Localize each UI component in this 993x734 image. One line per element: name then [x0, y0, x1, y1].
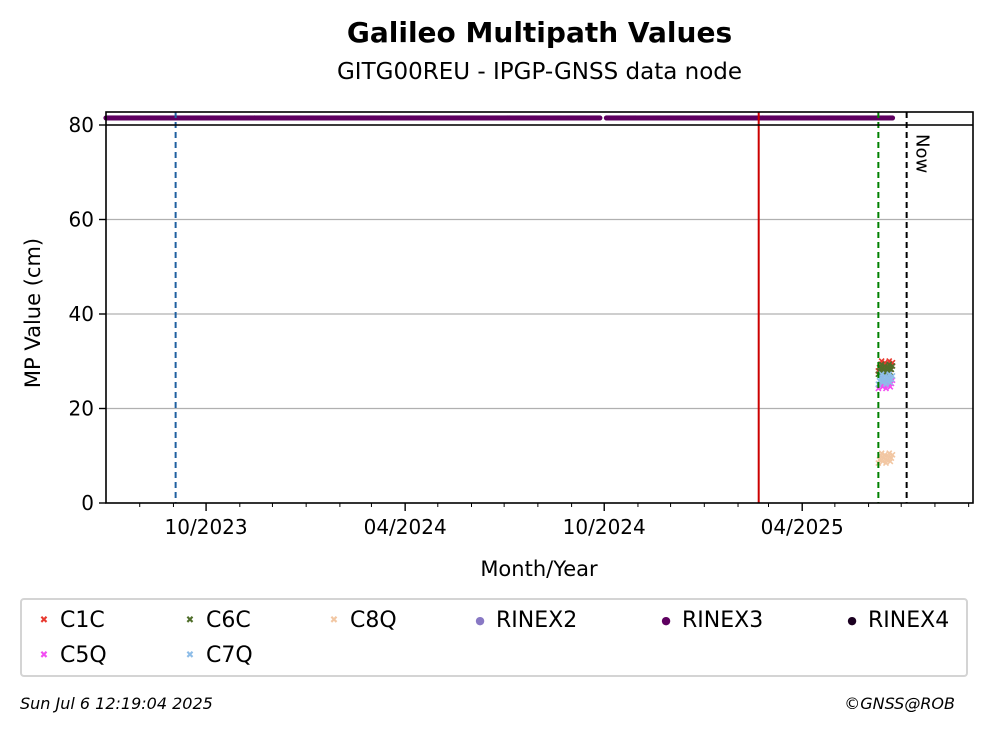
- legend-marker-icon: ✖: [329, 614, 339, 626]
- legend-item-c1c: ✖ C1C: [34, 607, 105, 633]
- legend-label: RINEX4: [868, 607, 950, 633]
- y-tick-label: 40: [69, 302, 94, 326]
- point-rinex3: [889, 115, 896, 121]
- point-c6c: [878, 361, 885, 368]
- chart-title: Galileo Multipath Values: [346, 16, 733, 49]
- legend-marker-icon: ✖: [39, 649, 49, 661]
- point-c8q: [886, 450, 893, 457]
- legend-label: RINEX3: [682, 607, 764, 633]
- legend: ✖ C1C ✖ C6C ✖ C8Q ● RINEX2 ● RINEX3 ● RINEX4 ✖ C5Q ✖ C7…: [20, 598, 968, 677]
- chart-subtitle: GITG00REU - IPGP-GNSS data node: [336, 59, 743, 85]
- grid-lines: [106, 124, 973, 410]
- y-axis-label: MP Value (cm): [21, 238, 45, 388]
- legend-item-c6c: ✖ C6C: [180, 607, 251, 633]
- legend-item-c7q: ✖ C7Q: [180, 642, 253, 668]
- legend-label: C8Q: [350, 607, 397, 633]
- legend-label: C1C: [60, 607, 105, 633]
- point-c7q: [878, 371, 885, 378]
- y-tick-label: 0: [81, 491, 94, 515]
- axes: 0 20 40 60 80 10/2023 04/2024 10/2024 04/2025: [69, 113, 973, 539]
- y-tick-label: 60: [69, 208, 94, 232]
- vertical-markers: Now: [174, 112, 933, 503]
- legend-label: RINEX2: [496, 607, 578, 633]
- point-c8q: [889, 451, 896, 458]
- legend-item-rinex2: ● RINEX2: [470, 607, 578, 633]
- legend-marker-icon: ✖: [185, 649, 195, 661]
- x-tick-label: 04/2025: [761, 515, 844, 539]
- legend-label: C7Q: [206, 642, 253, 668]
- legend-label: C6C: [206, 607, 251, 633]
- x-tick-label: 10/2024: [563, 515, 646, 539]
- now-label: Now: [912, 134, 933, 173]
- footer-timestamp: Sun Jul 6 12:19:04 2025: [20, 694, 213, 713]
- point-rinex3: [597, 115, 603, 121]
- legend-marker-icon: ●: [475, 613, 485, 627]
- y-tick-label: 80: [69, 113, 94, 137]
- legend-marker-icon: ●: [847, 613, 857, 627]
- footer-copyright: ©GNSS@ROB: [844, 694, 955, 713]
- data-marks: [103, 115, 896, 467]
- point-c6c: [881, 362, 888, 370]
- x-tick-label: 10/2023: [165, 515, 248, 539]
- y-tick-label: 20: [69, 397, 94, 421]
- point-c8q: [878, 450, 885, 457]
- legend-label: C5Q: [60, 642, 107, 668]
- legend-marker-icon: ✖: [39, 614, 49, 626]
- point-c8q: [881, 451, 888, 458]
- legend-marker-icon: ●: [661, 613, 671, 627]
- point-c7q: [889, 372, 896, 379]
- legend-marker-icon: ✖: [185, 614, 195, 626]
- plot-frame: [105, 111, 974, 504]
- legend-item-c5q: ✖ C5Q: [34, 642, 107, 668]
- point-c6c: [889, 362, 896, 370]
- point-c7q: [886, 371, 893, 378]
- x-axis-label: Month/Year: [480, 557, 598, 581]
- legend-item-rinex3: ● RINEX3: [656, 607, 764, 633]
- point-c7q: [881, 372, 888, 379]
- point-c6c: [886, 361, 893, 368]
- legend-item-rinex4: ● RINEX4: [842, 607, 950, 633]
- x-tick-label: 04/2024: [364, 515, 447, 539]
- legend-item-c8q: ✖ C8Q: [324, 607, 397, 633]
